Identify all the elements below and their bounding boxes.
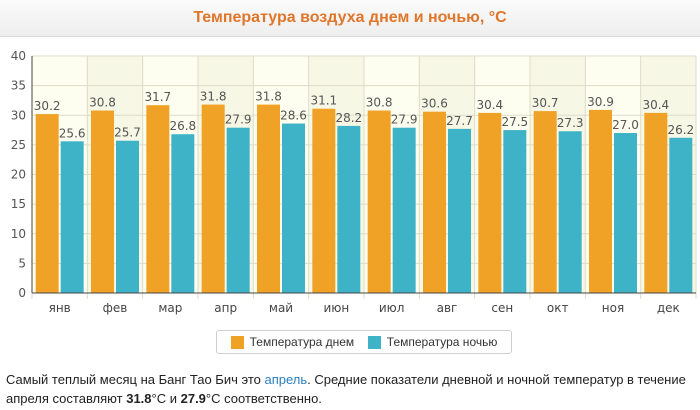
summary-text-part-1: Самый теплый месяц на Банг Тао Бич это [6,372,265,387]
bar-night [392,127,416,293]
bar-label-night: 26.2 [667,123,694,137]
x-tick-label: фев [103,301,128,315]
bar-label-day: 30.2 [34,99,61,113]
y-tick-label: 0 [18,286,26,300]
bar-label-day: 30.7 [532,96,559,110]
bar-label-day: 31.1 [310,94,337,108]
bar-label-day: 30.4 [476,98,503,112]
bar-day [201,104,225,294]
y-tick-label: 35 [11,79,26,93]
bar-label-night: 27.3 [557,116,584,130]
chart-frame: 0 5 10 15 20 25 30 35 40 30.2 25.6 янв 30.8 25.7 фев 31… [0,38,700,358]
summary-text: Самый теплый месяц на Банг Тао Бич это а… [6,370,694,408]
bar-label-night: 27.0 [612,118,639,132]
bar-label-night: 25.6 [59,126,86,140]
bar-day [423,111,446,293]
bar-night [614,133,637,293]
bar-day [533,111,557,293]
legend-swatch-night [367,335,381,349]
bar-label-day: 30.6 [421,97,448,111]
summary-text-part-4: °C соответственно. [205,391,322,406]
y-tick-label: 20 [11,168,26,182]
bar-label-night: 27.9 [225,113,252,127]
x-tick-label: мар [158,301,182,315]
legend-label-night: Температура ночью [386,335,498,349]
bar-label-day: 31.8 [200,90,227,104]
y-tick-label: 25 [11,138,26,152]
bar-night [226,127,250,293]
legend-item-day[interactable]: Температура днем [230,335,355,349]
bar-label-day: 30.8 [89,96,116,110]
bar-day [35,114,59,293]
bar-label-day: 31.7 [144,90,171,104]
x-tick-label: июл [379,301,405,315]
x-tick-label: окт [547,301,569,315]
bar-label-night: 28.2 [335,111,362,125]
bar-day [312,108,336,293]
summary-text-part-2: . Средние показатели дневной и ночной те… [6,372,686,406]
bar-night [337,125,361,293]
x-tick-label: сен [491,301,513,315]
bar-label-day: 30.4 [642,98,669,112]
bar-day [257,104,280,294]
bar-night [116,140,139,293]
bar-label-night: 28.6 [280,109,307,123]
x-tick-label: авг [437,301,458,315]
chart-legend: Температура днем Температура ночью [216,330,512,354]
y-tick-label: 40 [11,49,26,63]
x-tick-label: ноя [602,301,624,315]
x-tick-label: янв [49,301,71,315]
warmest-month-link[interactable]: апрель [264,372,308,387]
y-tick-label: 30 [11,108,26,122]
y-tick-label: 5 [18,256,26,270]
chart-title-bar: Температура воздуха днем и ночью, °C [0,0,700,37]
bar-night [282,123,305,293]
bar-label-night: 27.7 [446,114,473,128]
bar-label-night: 27.5 [501,115,528,129]
x-tick-label: июн [323,301,349,315]
summary-night-value: 27.9 [180,391,206,406]
bar-label-night: 25.7 [114,126,141,140]
bar-label-night: 26.8 [169,119,196,133]
bar-label-night: 27.9 [391,113,418,127]
bar-day [589,109,612,293]
bar-night [503,130,527,293]
bar-day [644,112,668,293]
bar-label-day: 30.9 [587,95,614,109]
x-tick-label: дек [657,301,680,315]
bar-night [669,137,693,293]
bar-day [478,112,502,293]
y-tick-label: 15 [11,197,26,211]
bar-night [60,141,84,293]
legend-swatch-day [230,335,244,349]
summary-day-value: 31.8 [126,391,152,406]
chart-title: Температура воздуха днем и ночью, °C [193,9,507,26]
x-tick-label: май [269,301,293,315]
bar-night [448,128,471,293]
bar-label-day: 31.8 [255,90,282,104]
bar-day [367,110,391,293]
x-tick-label: апр [214,301,237,315]
bar-night [558,131,582,293]
bar-day [146,105,170,294]
bar-label-day: 30.8 [366,96,393,110]
legend-item-night[interactable]: Температура ночью [367,335,498,349]
bar-night [171,134,195,293]
y-tick-label: 10 [11,227,26,241]
temperature-bar-chart: 0 5 10 15 20 25 30 35 40 30.2 25.6 янв 30.8 25.7 фев 31… [11,49,697,315]
bar-day [91,110,114,293]
legend-label-day: Температура днем [249,335,355,349]
summary-text-part-3: °C и [151,391,181,406]
